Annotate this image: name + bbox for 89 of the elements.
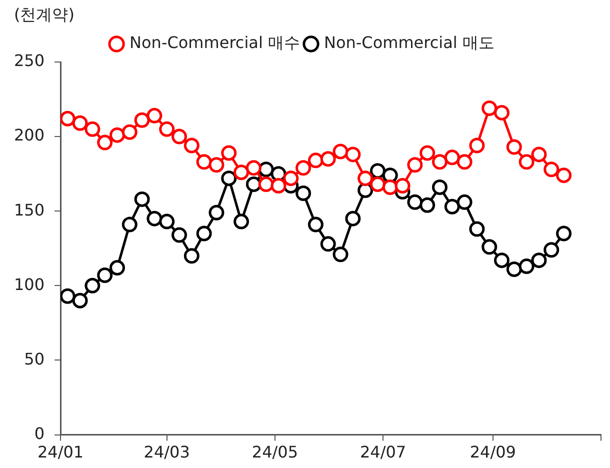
point [246, 160, 262, 176]
point [345, 210, 361, 226]
point [146, 108, 162, 124]
point [518, 258, 534, 274]
point [482, 239, 498, 255]
point [172, 227, 188, 243]
y-tick-label: 100 [14, 274, 45, 294]
point [444, 150, 460, 166]
point [332, 144, 348, 160]
x-tick-label: 24/05 [252, 442, 298, 462]
point [221, 170, 237, 186]
point [332, 246, 348, 262]
y-axis-title: (천계약) [14, 5, 74, 24]
point [146, 210, 162, 226]
point [531, 146, 547, 162]
point [345, 146, 361, 162]
point [494, 252, 510, 268]
point [456, 194, 472, 210]
point [506, 139, 522, 155]
y-tick-label: 250 [14, 51, 45, 70]
point [370, 176, 386, 192]
point [556, 226, 572, 242]
point [122, 124, 138, 140]
point [308, 152, 324, 168]
point [407, 157, 423, 173]
point [97, 267, 113, 283]
x-tick-label: 24/07 [360, 442, 406, 462]
point [544, 162, 560, 178]
point [432, 180, 448, 196]
point [544, 242, 560, 258]
point [60, 288, 76, 304]
point [208, 204, 224, 220]
point [122, 216, 138, 232]
point [72, 292, 88, 308]
point [432, 154, 448, 170]
x-tick-label: 24/09 [470, 442, 516, 462]
point [320, 236, 336, 252]
point [394, 178, 410, 194]
point [109, 127, 125, 143]
point [469, 221, 485, 237]
point [221, 145, 237, 161]
point [506, 262, 522, 278]
point [84, 278, 100, 294]
x-tick-label: 24/03 [144, 442, 190, 462]
point [358, 170, 374, 186]
point [196, 226, 212, 242]
point [97, 134, 113, 150]
point [556, 168, 572, 184]
y-tick-label: 50 [24, 349, 45, 368]
point [109, 260, 125, 276]
legend-label: Non-Commercial 매도 [324, 33, 494, 52]
point [172, 128, 188, 144]
point [456, 154, 472, 170]
point [382, 180, 398, 196]
point [184, 138, 200, 154]
point [258, 176, 274, 192]
point [531, 252, 547, 268]
point [518, 154, 534, 170]
point [134, 112, 150, 128]
point [420, 197, 436, 213]
point [246, 176, 262, 192]
point [469, 138, 485, 154]
point [296, 185, 312, 201]
y-tick-label: 0 [34, 424, 45, 443]
point [296, 160, 312, 176]
point [234, 214, 250, 230]
point [184, 248, 200, 264]
point [60, 110, 76, 126]
y-tick-label: 150 [14, 200, 45, 220]
point [196, 154, 212, 170]
point [420, 145, 436, 161]
point [320, 151, 336, 167]
point [407, 194, 423, 210]
x-tick-label: 24/01 [37, 442, 84, 462]
y-tick-label: 200 [14, 126, 45, 145]
point [159, 121, 175, 137]
point [72, 115, 88, 131]
point [208, 157, 224, 173]
point [270, 178, 286, 194]
point [482, 100, 498, 116]
point [444, 198, 460, 214]
point [308, 216, 324, 232]
point [84, 121, 100, 137]
point [159, 214, 175, 230]
point [134, 191, 150, 207]
point [494, 104, 510, 120]
point [234, 164, 250, 180]
point [283, 170, 299, 186]
legend-label: Non-Commercial 매수 [130, 33, 300, 52]
